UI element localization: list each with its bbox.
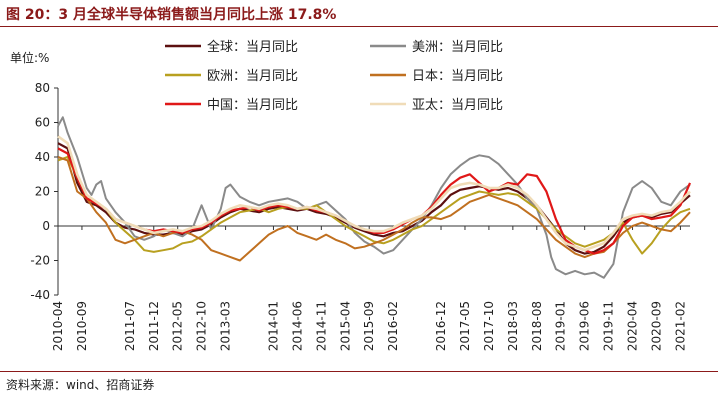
x-tick-label: 2017-05 [458,301,472,351]
x-tick-label: 2018-08 [530,301,544,351]
x-tick-label: 2015-04 [338,301,352,351]
x-tick-label: 2016-02 [386,301,400,351]
series-line-4 [57,156,691,262]
legend-label: 欧洲：当月同比 [207,69,298,84]
legend-label: 美洲：当月同比 [412,40,503,55]
legend-label: 中国：当月同比 [207,98,298,113]
x-tick-label: 2015-09 [362,301,376,351]
y-tick-label: 20 [35,185,50,199]
series-line-3 [57,156,691,255]
series-line-2 [57,116,691,279]
x-tick-label: 2018-03 [506,301,520,351]
x-tick-label: 2016-12 [434,301,448,351]
figure-title: 图 20：3 月全球半导体销售额当月同比上涨 17.8% [6,7,337,23]
title-divider [0,26,718,27]
footer-divider [0,371,718,372]
y-tick-label: 80 [35,81,50,95]
series-line-6 [57,135,691,252]
x-tick-label: 2020-04 [626,301,640,351]
x-tick-label: 2021-02 [673,301,687,351]
y-tick-label: -40 [30,288,50,302]
x-tick-label: 2012-10 [195,301,209,351]
x-tick-label: 2014-01 [266,301,280,351]
x-tick-label: 2019-11 [602,301,616,351]
legend-label: 日本：当月同比 [412,69,503,84]
x-tick-label: 2020-09 [649,301,663,351]
y-tick-label: 0 [42,219,50,233]
x-tick-label: 2011-07 [123,301,137,351]
series-line-1 [57,142,691,255]
y-axis-unit-label: 单位:% [10,50,49,65]
y-tick-label: 40 [35,150,50,164]
x-tick-label: 2017-10 [482,301,496,351]
line-chart: -40 -20 0 20 40 60 80 2010-04 2010-09 2011-07 2011… [10,39,692,351]
x-tick-label: 2019-06 [578,301,592,351]
x-tick-label: 2010-09 [75,301,89,351]
y-tick-label: 60 [35,116,50,130]
x-tick-label: 2012-05 [171,301,185,351]
source-note: 资料来源：wind、招商证券 [6,378,155,392]
x-tick-label: 2011-12 [147,301,161,351]
y-tick-label: -20 [30,254,50,268]
x-tick-label: 2019-01 [554,301,568,351]
x-tick-label: 2014-11 [314,301,328,351]
axes-layer: -40 -20 0 20 40 60 80 2010-04 2010-09 2011-07 2011… [30,81,690,351]
x-tick-label: 2013-03 [219,301,233,351]
series-line-5 [57,147,692,255]
legend-label: 全球：当月同比 [207,39,298,55]
x-tick-label: 2010-04 [51,301,65,351]
legend-label: 亚太：当月同比 [412,98,503,113]
x-tick-label: 2014-06 [290,301,304,351]
series-layer [57,116,692,279]
